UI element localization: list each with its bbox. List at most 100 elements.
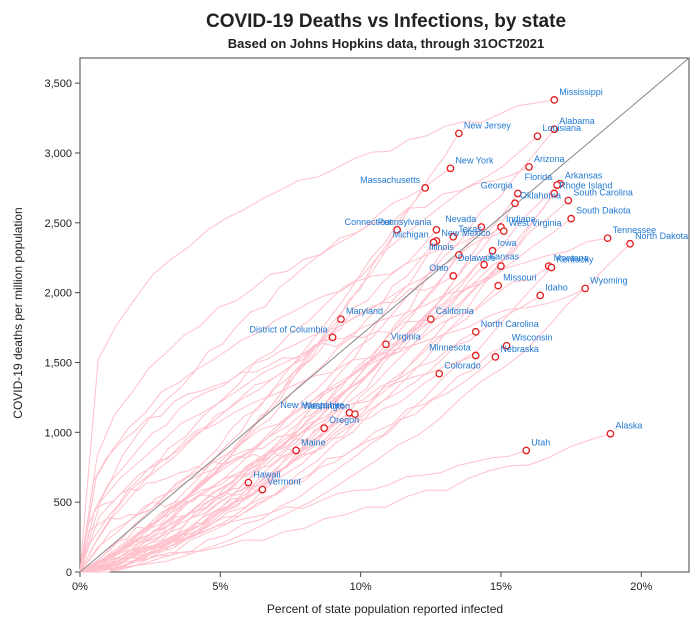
trajectory-line [79, 336, 333, 573]
point-label: Texas [458, 224, 482, 234]
trajectory-line [79, 413, 356, 573]
point-label: Montana [554, 253, 589, 263]
data-points: Mississippi Alabama New Jersey Louisiana Ari… [244, 87, 688, 494]
point-label: New Jersey [464, 120, 512, 130]
data-point [480, 260, 488, 269]
trajectory-line [79, 237, 608, 573]
data-point [421, 184, 430, 192]
point-label: Washington [303, 401, 350, 411]
point-label: Pennsylvania [378, 217, 432, 227]
data-point [533, 132, 542, 141]
point-label: Tennessee [613, 225, 657, 235]
x-tick-label: 20% [630, 581, 652, 593]
x-axis-label: Percent of state population reported inf… [267, 602, 503, 616]
x-tick-label: 0% [72, 581, 88, 593]
y-tick-label: 0 [66, 567, 72, 579]
point-label: Maryland [346, 306, 383, 316]
trajectory-line [79, 355, 476, 573]
data-point [455, 129, 463, 138]
point-label: District of Columbia [250, 324, 328, 334]
trajectory-line [79, 427, 325, 573]
data-point [477, 223, 486, 231]
trajectory-line [79, 412, 350, 573]
chart-title: COVID-19 Deaths vs Infections, by state [206, 11, 566, 32]
trajectory-line [79, 183, 561, 573]
trajectory-line [79, 264, 485, 573]
point-label: Colorado [444, 361, 481, 371]
plot-frame [79, 57, 690, 573]
trajectory-line [79, 318, 342, 573]
data-point [497, 262, 505, 270]
point-label: Florida [525, 172, 553, 182]
y-tick-label: 3,000 [44, 148, 72, 160]
point-label: Iowa [498, 238, 517, 248]
trajectory-line [79, 193, 555, 573]
point-label: Minnesota [429, 343, 471, 353]
data-point [522, 446, 531, 455]
y-tick-label: 1,000 [44, 427, 72, 439]
data-point [320, 424, 329, 432]
data-point [471, 351, 480, 360]
point-label: South Carolina [573, 187, 633, 197]
x-tick-label: 5% [212, 581, 228, 593]
point-label: New Mexico [441, 228, 490, 238]
point-label: California [436, 306, 474, 316]
data-point [547, 263, 556, 272]
trajectory-line [79, 345, 507, 573]
point-label: Idaho [545, 282, 568, 292]
data-point [603, 234, 612, 243]
trajectory-line [79, 343, 387, 573]
point-label: North Dakota [635, 231, 688, 241]
data-point [567, 214, 575, 223]
trajectory-line [80, 236, 454, 573]
point-label: Connecticut [345, 217, 393, 227]
point-label: New Hampshire [280, 400, 344, 410]
point-label: New York [455, 155, 494, 165]
trajectory-line [79, 450, 527, 573]
data-point [550, 125, 559, 134]
data-point [337, 315, 345, 324]
trajectory-line [79, 448, 297, 573]
point-label: Hawaii [253, 470, 280, 480]
point-label: Arkansas [565, 171, 603, 181]
point-label: Vermont [267, 477, 301, 487]
trajectory-line [79, 250, 493, 573]
point-label: Rhode Island [559, 180, 612, 190]
data-point [449, 232, 458, 241]
point-label: Nevada [445, 214, 476, 224]
point-label: South Dakota [576, 206, 631, 216]
point-label: Indiana [506, 214, 536, 224]
trajectory-line [79, 433, 611, 573]
point-label: Alabama [559, 116, 595, 126]
trajectory-line [79, 128, 555, 573]
data-point [502, 341, 511, 350]
data-point [471, 327, 480, 336]
point-label: Oregon [329, 415, 359, 425]
point-label: Mississippi [559, 87, 603, 97]
trajectory-line [79, 229, 398, 573]
data-point [491, 353, 500, 361]
point-label: Wyoming [590, 275, 627, 285]
point-label: Ohio [429, 263, 448, 273]
trajectory-line [79, 482, 249, 573]
data-point [626, 239, 634, 248]
data-point [553, 181, 561, 189]
y-tick-label: 500 [54, 497, 72, 509]
reference-line [79, 57, 690, 573]
y-axis-label: COVID-19 deaths per million population [11, 207, 25, 418]
point-label: Maine [301, 437, 326, 447]
point-label: Louisiana [542, 123, 581, 133]
data-point [455, 251, 463, 259]
data-point [525, 163, 533, 171]
trajectory-line [79, 318, 431, 573]
data-point [550, 96, 559, 104]
data-point [292, 446, 300, 455]
data-point [606, 429, 615, 438]
data-point [382, 340, 390, 349]
data-point [449, 272, 458, 280]
data-point [511, 199, 519, 208]
data-point [581, 284, 590, 293]
trajectory-line [79, 229, 437, 573]
plot-area: 0 500 1,000 1,500 2,000 2,500 3,000 3,500 0% 5% 10… [44, 57, 690, 593]
